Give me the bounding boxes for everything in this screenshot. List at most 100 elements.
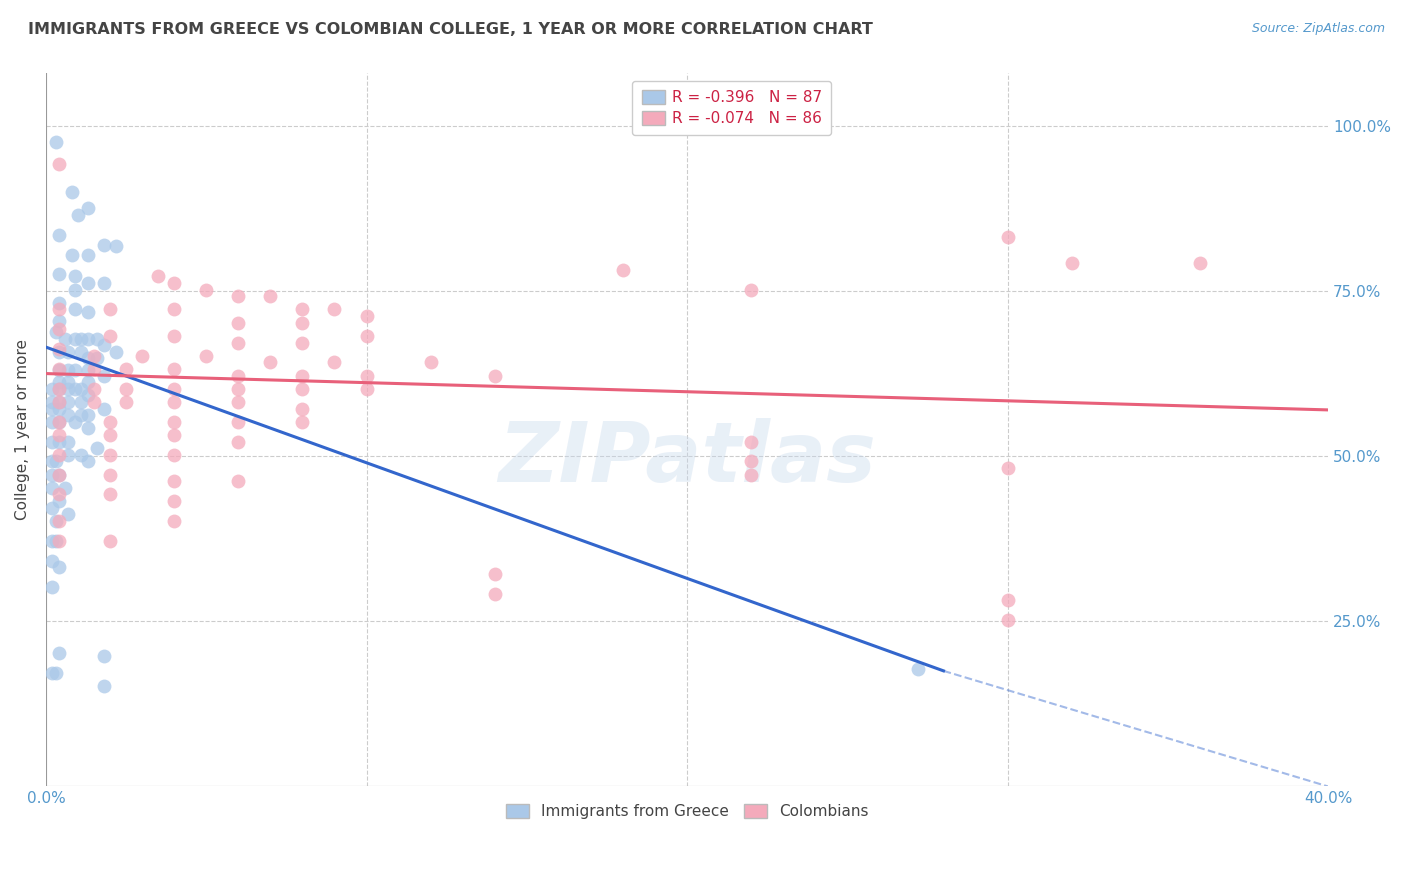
Point [226,316,249,330]
Point [93,648,115,663]
Point [291,401,314,416]
Point [163,382,186,396]
Point [226,382,249,396]
Point [115,382,138,396]
Point [48,434,70,449]
Point [740,454,762,468]
Point [58,434,80,449]
Y-axis label: College, 1 year or more: College, 1 year or more [15,339,30,520]
Point [163,329,186,343]
Point [58,382,80,396]
Point [484,368,506,383]
Text: IMMIGRANTS FROM GREECE VS COLOMBIAN COLLEGE, 1 YEAR OR MORE CORRELATION CHART: IMMIGRANTS FROM GREECE VS COLOMBIAN COLL… [28,22,873,37]
Point [76,363,98,377]
Point [58,344,80,359]
Point [740,434,762,449]
Point [48,467,70,482]
Point [48,342,70,356]
Point [41,500,63,515]
Point [323,355,346,369]
Point [226,335,249,350]
Point [58,395,80,409]
Point [41,415,63,429]
Point [48,362,70,376]
Point [41,481,63,495]
Point [105,344,128,359]
Point [93,276,115,290]
Point [48,448,70,462]
Point [98,487,121,501]
Point [259,289,281,303]
Point [48,344,70,359]
Point [163,395,186,409]
Point [323,302,346,317]
Point [48,487,70,501]
Point [48,363,70,377]
Point [997,613,1019,627]
Point [70,382,93,396]
Point [76,247,98,261]
Point [146,269,169,284]
Point [48,494,70,508]
Point [63,269,86,284]
Point [98,448,121,462]
Point [291,316,314,330]
Point [48,560,70,574]
Point [93,368,115,383]
Point [48,322,70,336]
Point [163,475,186,489]
Point [997,461,1019,475]
Legend: Immigrants from Greece, Colombians: Immigrants from Greece, Colombians [499,797,875,825]
Point [45,136,67,150]
Point [163,448,186,462]
Point [58,448,80,462]
Point [48,395,70,409]
Point [41,665,63,680]
Point [41,467,63,482]
Point [48,314,70,328]
Point [226,415,249,429]
Point [76,388,98,402]
Point [83,349,105,363]
Point [63,363,86,377]
Point [70,408,93,422]
Point [48,395,70,409]
Point [98,467,121,482]
Point [76,375,98,389]
Text: ZIPatlas: ZIPatlas [498,417,876,499]
Point [356,309,378,323]
Point [76,454,98,468]
Point [356,368,378,383]
Point [259,355,281,369]
Point [115,395,138,409]
Point [291,382,314,396]
Point [41,401,63,416]
Point [76,332,98,346]
Point [163,276,186,290]
Point [226,395,249,409]
Point [76,351,98,366]
Point [163,514,186,528]
Point [163,415,186,429]
Point [41,434,63,449]
Point [70,344,93,359]
Point [48,401,70,416]
Point [48,415,70,429]
Point [48,296,70,310]
Point [76,202,98,216]
Point [48,533,70,548]
Point [63,415,86,429]
Point [98,533,121,548]
Point [41,454,63,468]
Point [41,580,63,594]
Point [612,263,634,277]
Point [195,349,218,363]
Point [83,395,105,409]
Point [93,237,115,252]
Point [1188,256,1211,270]
Point [484,586,506,600]
Point [63,283,86,297]
Point [48,514,70,528]
Point [63,302,86,317]
Point [740,283,762,297]
